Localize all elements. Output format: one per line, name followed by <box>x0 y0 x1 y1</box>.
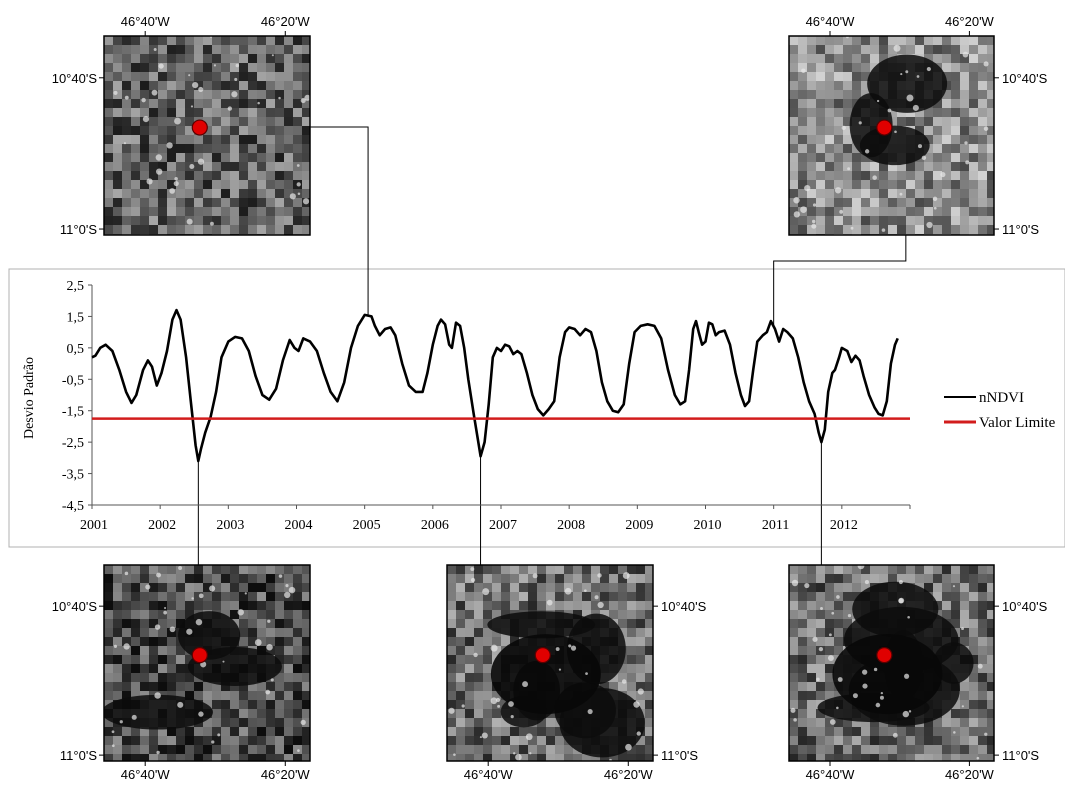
callout-connectors <box>197 126 907 565</box>
map-panel-bottom-left: 46°40'W 46°20'W 10°40'S 11°0'S <box>52 564 311 782</box>
lat-label: 11°0'S <box>1002 748 1039 763</box>
location-marker <box>191 119 208 136</box>
callout-line-top-left <box>310 126 369 316</box>
location-marker <box>534 647 551 664</box>
location-marker <box>876 647 893 664</box>
chart-legend: nNDVI Valor Limite <box>944 390 1056 431</box>
satellite-image <box>104 36 310 235</box>
chart-plot-area: 2,51,50,5-0,5-1,5-2,5-3,5-4,5 2001 2002 20… <box>22 279 911 533</box>
location-marker <box>191 647 208 664</box>
lat-label: 10°40'S <box>661 599 707 614</box>
map-panel-bottom-right: 46°40'W 46°20'W 10°40'S 11°0'S <box>788 564 1048 782</box>
y-tick-label: 0,5 <box>67 342 85 357</box>
x-tick-label: 2010 <box>694 518 722 533</box>
y-tick-label: -2,5 <box>62 436 84 451</box>
map-panel-top-right: 46°40'W 46°20'W 10°40'S 11°0'S <box>788 14 1048 237</box>
lon-label: 46°40'W <box>806 767 856 782</box>
lat-label: 10°40'S <box>52 71 98 86</box>
lon-label: 46°20'W <box>945 14 995 29</box>
lat-label: 10°40'S <box>52 599 98 614</box>
location-marker <box>876 119 893 136</box>
callout-line-top-right <box>773 235 907 327</box>
lat-label: 10°40'S <box>1002 71 1048 86</box>
satellite-image <box>789 565 994 761</box>
x-tick-label: 2011 <box>762 518 789 533</box>
lat-label: 11°0'S <box>60 222 97 237</box>
lat-label: 10°40'S <box>1002 599 1048 614</box>
x-tick-label: 2006 <box>421 518 449 533</box>
y-tick-label: -3,5 <box>62 468 84 483</box>
map-panel-top-left: 46°40'W 46°20'W 10°40'S 11°0'S <box>52 14 311 237</box>
y-axis-label: Desvio Padrão <box>22 357 37 439</box>
lon-label: 46°20'W <box>261 767 311 782</box>
legend-label-nndvi: nNDVI <box>979 390 1024 406</box>
lon-label: 46°40'W <box>121 14 171 29</box>
map-panel-bottom-mid: 46°40'W 46°20'W 10°40'S 11°0'S <box>446 564 707 782</box>
x-tick-label: 2008 <box>557 518 585 533</box>
y-tick-label: -0,5 <box>62 373 84 388</box>
y-tick-label: 1,5 <box>67 310 85 325</box>
x-tick-label: 2007 <box>489 518 517 533</box>
lat-label: 11°0'S <box>60 748 97 763</box>
series-lines <box>91 308 910 463</box>
legend-label-valor-limite: Valor Limite <box>979 415 1056 431</box>
satellite-image <box>447 565 653 761</box>
lat-label: 11°0'S <box>661 748 698 763</box>
satellite-image <box>789 36 994 235</box>
map-frame <box>788 564 995 762</box>
map-frame <box>103 35 311 236</box>
x-tick-label: 2001 <box>80 518 108 533</box>
satellite-image <box>104 565 310 761</box>
lon-label: 46°20'W <box>945 767 995 782</box>
series-line-nndvi <box>91 308 899 463</box>
map-frame <box>103 564 311 762</box>
x-tick-label: 2002 <box>148 518 176 533</box>
map-frame <box>446 564 654 762</box>
x-tick-label: 2005 <box>353 518 381 533</box>
y-axis: 2,5 1,5 0,5 -0,5 -1,5 -2,5 -3,5 -4,5 <box>62 279 93 514</box>
y-tick-label: -4,5 <box>62 499 84 514</box>
map-panels: 46°40'W 46°20'W 10°40'S 11°0'S 46°40'W 46°20'… <box>52 14 1048 782</box>
x-axis: 2001 2002 2003 2004 2005 2006 2007 2008 2009 2010… <box>80 504 911 533</box>
lon-label: 46°40'W <box>806 14 856 29</box>
x-tick-label: 2004 <box>285 518 313 533</box>
lon-label: 46°20'W <box>261 14 311 29</box>
lon-label: 46°40'W <box>464 767 514 782</box>
x-tick-label: 2009 <box>625 518 653 533</box>
lon-label: 46°40'W <box>121 767 171 782</box>
y-tick-label: -1,5 <box>62 405 84 420</box>
map-frame <box>788 35 995 236</box>
x-tick-label: 2003 <box>216 518 244 533</box>
y-tick-label: 2,5 <box>67 279 85 294</box>
x-tick-label: 2012 <box>830 518 858 533</box>
lon-label: 46°20'W <box>604 767 654 782</box>
lat-label: 11°0'S <box>1002 222 1039 237</box>
